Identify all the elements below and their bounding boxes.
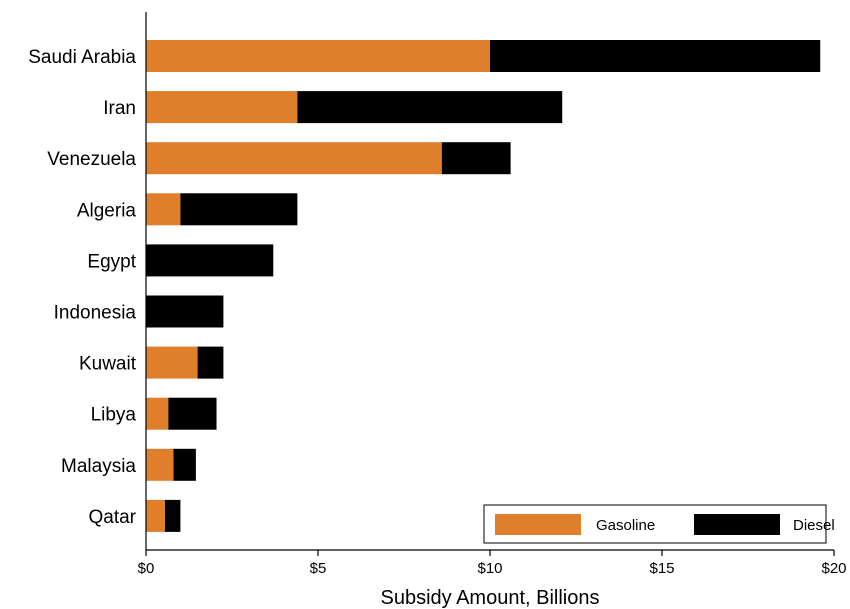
legend-label-gasoline: Gasoline: [596, 517, 655, 534]
category-label: Malaysia: [61, 456, 136, 477]
bar-gasoline-saudi-arabia: [146, 40, 490, 72]
category-label: Venezuela: [47, 149, 136, 170]
bar-diesel-iran: [297, 91, 563, 124]
bar-diesel-malaysia: [173, 448, 196, 481]
legend-swatch-gasoline: [495, 514, 581, 535]
bar-diesel-kuwait: [197, 346, 224, 379]
bar-gasoline-venezuela: [146, 142, 442, 175]
bar-diesel-qatar: [164, 499, 181, 532]
legend-swatch-diesel: [694, 514, 780, 535]
bar-gasoline-qatar: [146, 499, 165, 532]
bar-diesel-saudi-arabia: [490, 40, 821, 72]
category-label: Egypt: [87, 251, 136, 272]
category-label: Libya: [91, 405, 137, 426]
bar-diesel-libya: [168, 397, 217, 430]
category-label: Algeria: [77, 200, 137, 221]
x-axis-ticks: $0 $5 $10 $15 $20: [138, 550, 847, 577]
category-labels: Saudi Arabia Iran Venezuela Algeria Egypt Ind…: [28, 47, 136, 528]
bar-gasoline-iran: [146, 91, 298, 124]
bar-gasoline-algeria: [146, 193, 181, 226]
x-tick-label: $0: [138, 560, 155, 577]
bar-gasoline-libya: [146, 397, 169, 430]
bar-diesel-indonesia: [146, 295, 224, 328]
bar-gasoline-kuwait: [146, 346, 198, 379]
bars-group: [146, 40, 821, 532]
bar-diesel-venezuela: [441, 142, 511, 175]
bar-diesel-algeria: [180, 193, 298, 226]
x-axis-title: Subsidy Amount, Billions: [380, 587, 599, 609]
x-tick-label: $10: [477, 560, 502, 577]
category-label: Iran: [103, 98, 136, 119]
category-label: Saudi Arabia: [28, 47, 136, 68]
x-tick-label: $5: [310, 560, 327, 577]
legend: Gasoline Diesel: [483, 504, 835, 544]
bar-gasoline-malaysia: [146, 448, 174, 481]
category-label: Qatar: [88, 507, 136, 528]
category-label: Kuwait: [79, 354, 137, 375]
x-tick-label: $20: [821, 560, 846, 577]
category-label: Indonesia: [54, 303, 137, 324]
x-tick-label: $15: [649, 560, 674, 577]
legend-label-diesel: Diesel: [793, 517, 835, 534]
bar-diesel-egypt: [146, 244, 274, 277]
